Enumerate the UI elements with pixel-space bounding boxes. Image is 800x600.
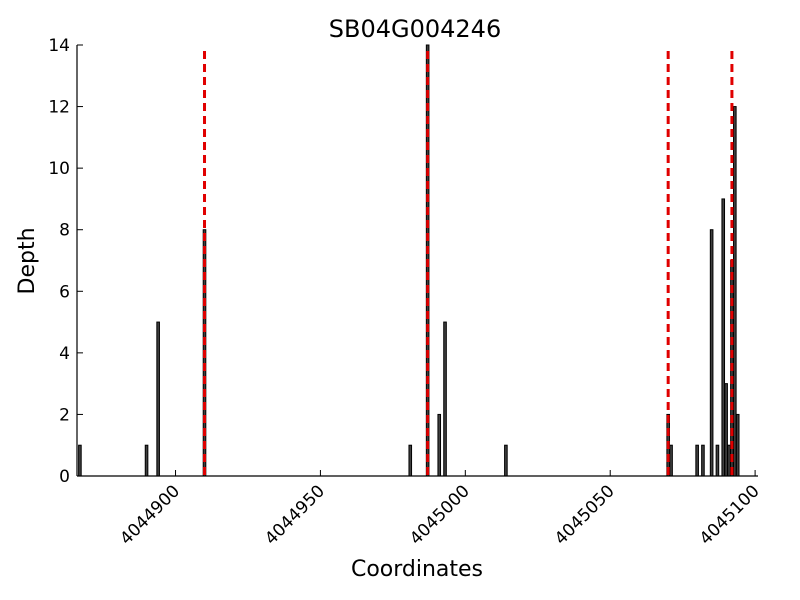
bar <box>156 321 160 477</box>
bar <box>504 444 508 477</box>
x-ticks-group: 4044900 4044950 4045000 4045050 4045100 <box>116 470 764 549</box>
x-tick-label: 4044900 <box>116 481 184 549</box>
bar <box>715 444 720 477</box>
bar <box>721 198 726 477</box>
bar <box>735 413 740 477</box>
x-axis-label: Coordinates <box>351 557 483 582</box>
bar <box>408 444 413 477</box>
y-tick-label: 0 <box>59 467 70 487</box>
markers-group <box>203 51 734 476</box>
bar <box>733 106 737 477</box>
x-tick-label: 4045000 <box>406 481 474 549</box>
chart-title: SB04G004246 <box>329 15 501 43</box>
bar <box>727 444 731 477</box>
y-tick-label: 12 <box>48 98 70 118</box>
bar <box>78 444 82 477</box>
y-ticks-group: 0 2 4 6 8 10 12 14 <box>48 36 83 487</box>
x-tick-label: 4045100 <box>696 481 764 549</box>
y-tick-label: 10 <box>48 159 70 179</box>
y-tick-label: 6 <box>59 282 70 302</box>
bars-group <box>78 44 740 477</box>
bar <box>701 444 705 477</box>
bar <box>443 321 447 477</box>
y-tick-label: 2 <box>59 405 70 425</box>
x-tick-label: 4044950 <box>261 481 329 549</box>
y-tick-label: 8 <box>59 221 70 241</box>
x-tick-label: 4045050 <box>551 481 619 549</box>
bar <box>437 413 442 477</box>
y-tick-label: 4 <box>59 344 70 364</box>
y-tick-label: 14 <box>48 36 70 56</box>
bar <box>695 444 699 477</box>
y-axis-label: Depth <box>15 227 40 294</box>
bar <box>669 444 673 477</box>
bar <box>709 229 714 477</box>
bar <box>724 383 728 477</box>
bar <box>144 444 149 477</box>
